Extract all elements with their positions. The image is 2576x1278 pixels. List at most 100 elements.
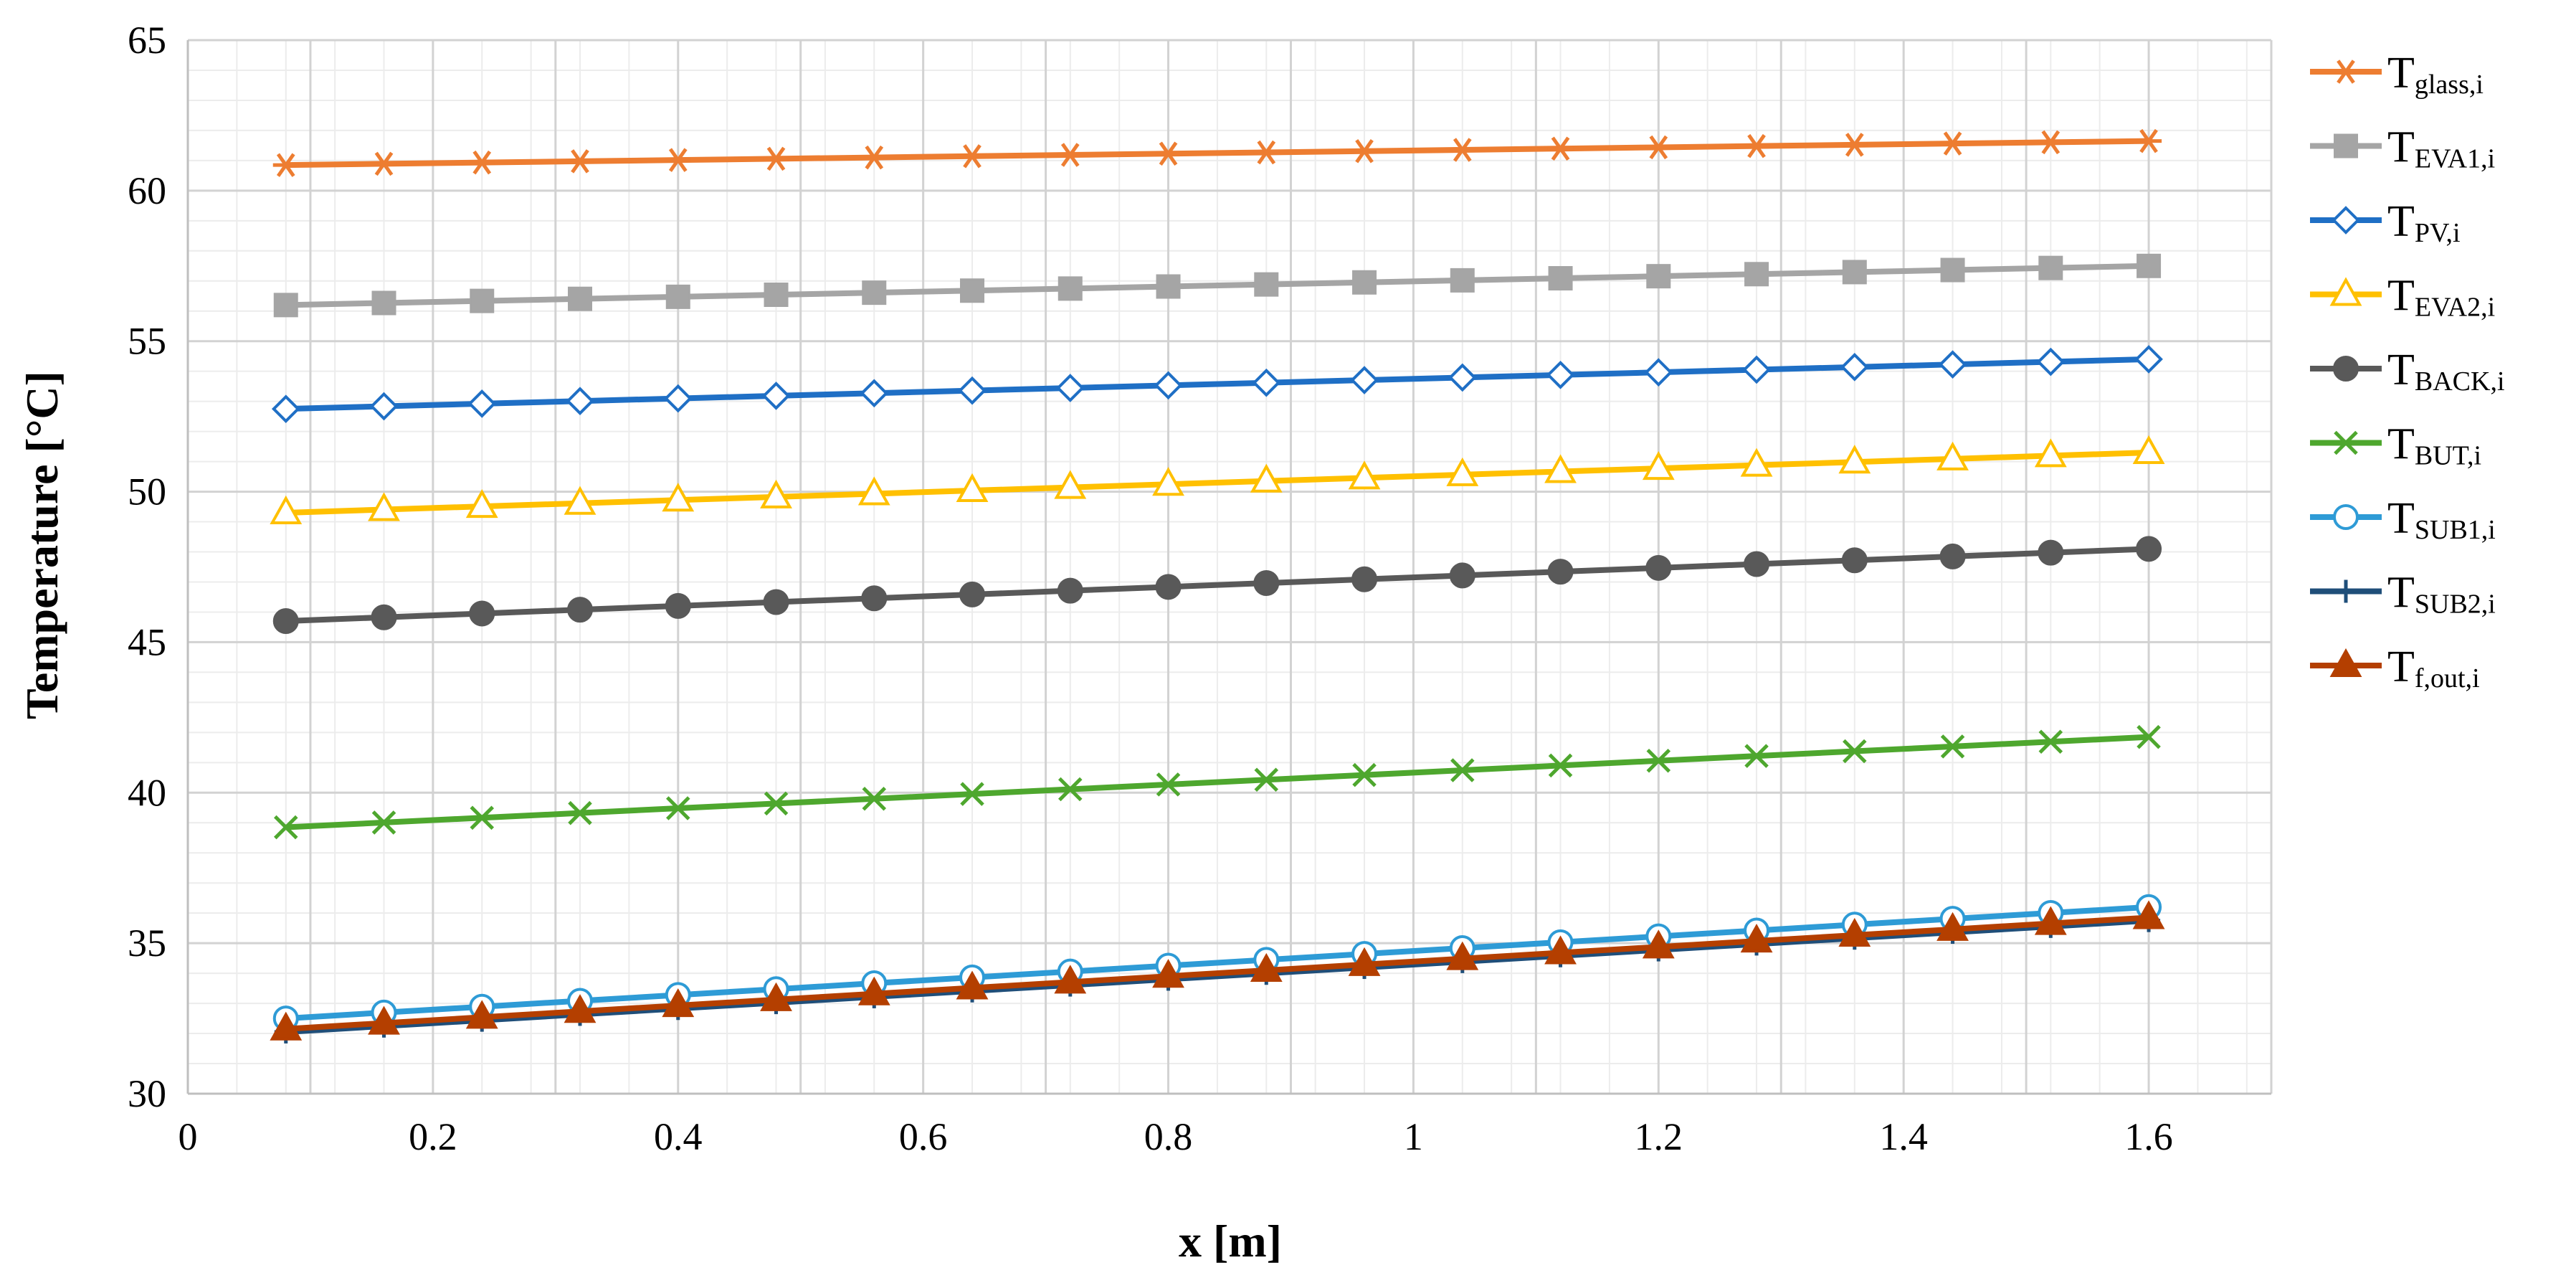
y-tick-label: 55 [128, 320, 166, 363]
y-tick-label: 65 [128, 19, 166, 62]
marker [2136, 536, 2162, 562]
marker [764, 282, 789, 307]
marker [960, 278, 985, 303]
x-tick-label: 0.4 [654, 1115, 703, 1158]
marker [760, 982, 792, 1011]
marker [1936, 912, 1969, 941]
y-tick-label: 40 [128, 771, 166, 814]
y-axis-title: Temperature [°C] [16, 371, 67, 719]
marker [860, 379, 889, 408]
marker [1744, 551, 1770, 577]
series-group [270, 128, 2165, 1043]
marker [1155, 574, 1182, 600]
marker [1843, 739, 1867, 764]
marker [1548, 753, 1573, 778]
marker [2132, 435, 2165, 465]
legend-item: Tglass,i [2310, 49, 2484, 100]
marker [2329, 277, 2362, 306]
marker [467, 389, 497, 418]
marker [665, 284, 690, 309]
legend-label: TPV,i [2387, 197, 2461, 248]
marker [1250, 463, 1283, 493]
legend-label: TBUT,i [2387, 420, 2481, 471]
marker [469, 600, 495, 627]
y-tick-label: 60 [128, 169, 166, 212]
marker [1156, 772, 1181, 797]
marker [1838, 917, 1871, 947]
marker [958, 376, 987, 405]
marker [273, 815, 298, 840]
marker [662, 483, 695, 512]
marker [1350, 366, 1379, 394]
marker [1250, 952, 1283, 983]
marker [1156, 274, 1181, 299]
marker [2132, 900, 2165, 929]
marker [271, 394, 300, 423]
marker [1446, 941, 1479, 970]
legend-item: TEVA1,i [2310, 123, 2495, 174]
marker [2332, 206, 2360, 235]
marker [270, 495, 303, 524]
marker [1453, 138, 1472, 162]
marker [1450, 758, 1475, 782]
marker [1940, 257, 1965, 283]
marker [1060, 143, 1080, 167]
marker [1253, 570, 1280, 597]
marker [662, 988, 695, 1018]
marker [665, 796, 690, 820]
marker [371, 604, 397, 630]
marker [865, 145, 884, 170]
marker [1936, 441, 1969, 470]
marker [665, 592, 691, 619]
marker [1551, 136, 1570, 161]
series-9 [270, 900, 2165, 1041]
marker [1058, 777, 1083, 802]
marker [1159, 141, 1178, 166]
marker [1057, 577, 1083, 604]
marker [2139, 128, 2158, 153]
marker [1740, 448, 1773, 477]
marker [567, 597, 594, 623]
marker [2329, 648, 2362, 677]
marker [1744, 744, 1769, 768]
marker [668, 148, 688, 172]
marker [1055, 374, 1085, 402]
marker [2134, 345, 2163, 374]
marker [963, 144, 982, 169]
y-tick-label: 45 [128, 620, 166, 663]
marker [1646, 749, 1671, 773]
marker [1257, 140, 1276, 165]
marker [766, 146, 786, 171]
marker [956, 473, 989, 503]
legend-label: TSUB2,i [2387, 569, 2496, 620]
marker [1252, 368, 1281, 397]
marker [470, 288, 495, 313]
marker [1449, 562, 1475, 589]
marker [371, 810, 396, 835]
legend-label: TEVA1,i [2387, 123, 2495, 174]
series-line [285, 914, 2149, 1032]
marker [1642, 450, 1675, 481]
marker [764, 791, 789, 816]
legend-item: TSUB2,i [2310, 569, 2496, 620]
marker [2036, 347, 2066, 377]
x-tick-label: 1.2 [1635, 1115, 1683, 1158]
marker [1348, 947, 1381, 976]
marker [1940, 734, 1965, 759]
marker [862, 280, 887, 306]
x-tick-label: 0.2 [409, 1115, 457, 1158]
marker [369, 392, 399, 421]
marker [1842, 260, 1867, 285]
marker [1747, 133, 1766, 158]
legend-item: TBUT,i [2310, 420, 2481, 471]
marker [1254, 272, 1279, 297]
marker [1351, 566, 1378, 592]
marker [761, 382, 791, 410]
marker [1645, 554, 1672, 581]
marker [2137, 253, 2162, 278]
marker [1152, 959, 1184, 988]
y-tick-labels: 30 35 40 45 50 55 60 65 [128, 19, 166, 1115]
y-tick-label: 30 [128, 1072, 166, 1115]
marker [857, 976, 890, 1005]
